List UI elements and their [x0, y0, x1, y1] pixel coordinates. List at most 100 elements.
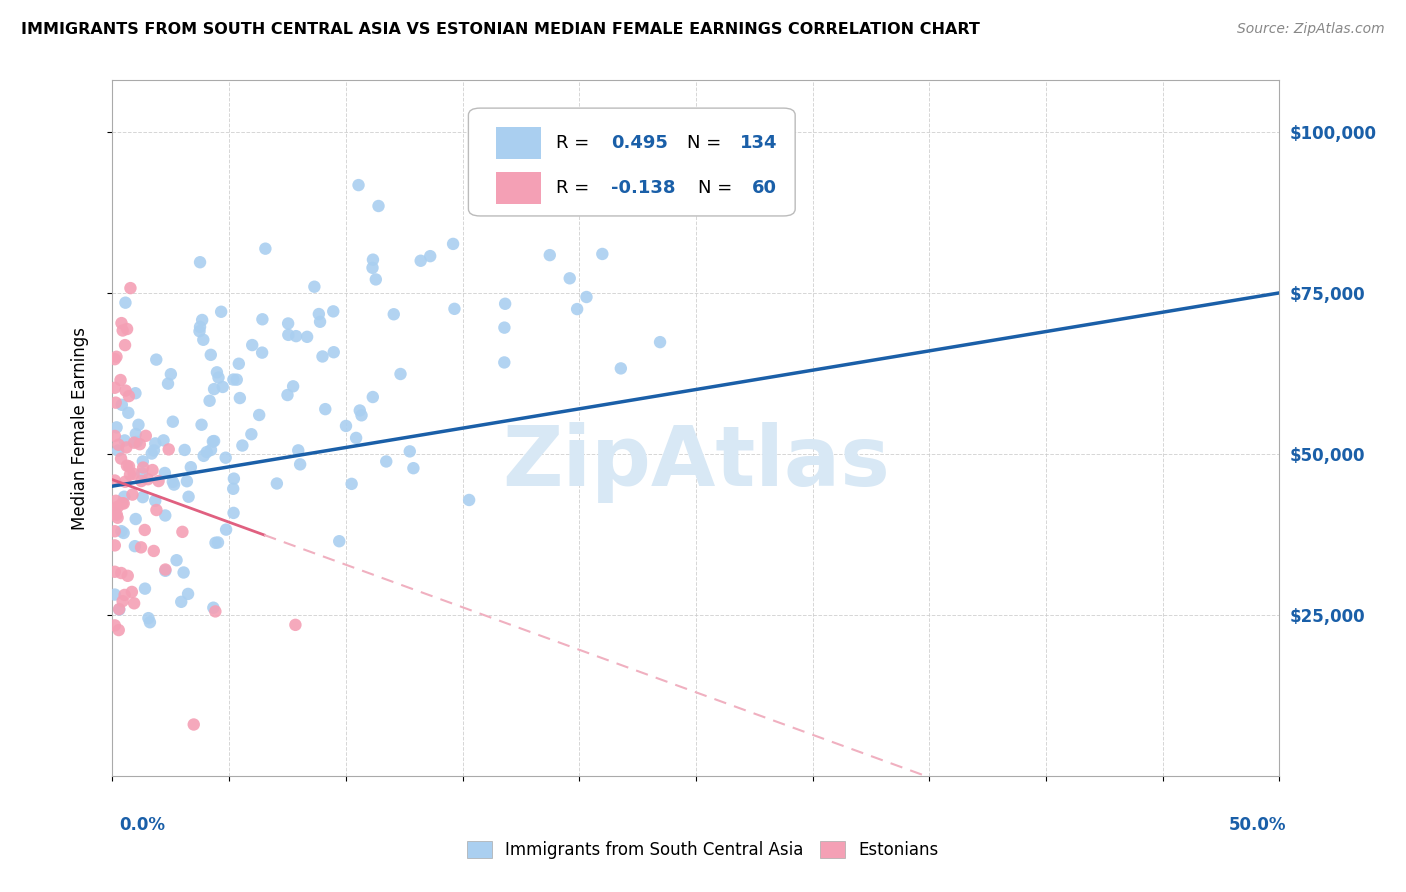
Point: [335, 419, 357, 434]
Point: [565, 302, 588, 317]
Point: [120, 281, 142, 295]
Point: [254, 242, 277, 256]
Point: [104, 524, 127, 539]
Point: [153, 466, 176, 480]
Point: [170, 595, 193, 609]
Point: [105, 420, 128, 434]
Point: [322, 345, 344, 359]
Point: [138, 611, 160, 625]
Point: [591, 247, 613, 261]
Point: [188, 319, 211, 334]
Point: [160, 367, 183, 381]
Point: [104, 474, 127, 488]
Point: [110, 566, 132, 580]
Point: [441, 236, 464, 251]
Point: [112, 496, 135, 510]
Point: [183, 717, 205, 731]
Point: [308, 307, 330, 321]
Point: [207, 370, 229, 384]
Point: [231, 438, 253, 452]
Point: [132, 490, 155, 504]
Point: [361, 252, 384, 267]
Point: [204, 604, 226, 618]
Point: [202, 600, 225, 615]
Point: [202, 434, 225, 448]
Point: [114, 475, 136, 489]
Point: [114, 338, 136, 352]
Point: [172, 524, 194, 539]
Point: [349, 403, 371, 417]
Point: [193, 333, 215, 347]
Point: [125, 512, 148, 526]
Point: [389, 367, 412, 381]
Point: [276, 388, 298, 402]
Text: R =: R =: [555, 134, 595, 152]
Point: [162, 415, 184, 429]
Text: ZipAtlas: ZipAtlas: [502, 423, 890, 503]
Point: [295, 330, 318, 344]
Point: [155, 564, 177, 578]
Point: [143, 436, 166, 450]
Point: [314, 402, 336, 417]
Point: [344, 431, 367, 445]
Point: [112, 525, 135, 540]
Point: [198, 393, 221, 408]
Point: [118, 459, 141, 474]
Point: [122, 596, 145, 610]
Point: [125, 434, 148, 449]
Point: [281, 379, 304, 393]
Point: [114, 434, 136, 448]
Point: [110, 316, 132, 330]
Point: [166, 553, 188, 567]
Point: [177, 490, 200, 504]
Point: [136, 472, 159, 486]
Point: [409, 253, 432, 268]
Point: [108, 602, 131, 616]
Point: [287, 443, 309, 458]
Point: [443, 301, 465, 316]
Point: [110, 524, 132, 539]
Point: [382, 307, 405, 321]
Point: [200, 442, 222, 457]
Point: [134, 582, 156, 596]
Point: [350, 409, 373, 423]
Point: [209, 305, 232, 319]
Point: [190, 417, 212, 432]
Point: [108, 602, 131, 616]
Point: [402, 461, 425, 475]
Point: [204, 535, 226, 549]
Point: [277, 327, 299, 342]
Point: [131, 474, 153, 488]
Point: [117, 406, 139, 420]
Point: [131, 467, 153, 481]
Point: [127, 417, 149, 432]
Point: [211, 380, 233, 394]
Text: 134: 134: [741, 134, 778, 152]
Point: [704, 128, 727, 142]
Point: [156, 376, 179, 391]
Point: [191, 313, 214, 327]
Point: [364, 272, 387, 286]
Point: [107, 623, 129, 637]
Point: [240, 338, 263, 352]
FancyBboxPatch shape: [496, 127, 541, 160]
Point: [322, 304, 344, 318]
Point: [375, 454, 398, 468]
Point: [252, 312, 274, 326]
Point: [575, 290, 598, 304]
Point: [104, 588, 127, 602]
Point: [105, 350, 128, 364]
Point: [152, 434, 174, 448]
Point: [124, 386, 146, 401]
Point: [114, 295, 136, 310]
Point: [104, 507, 127, 521]
Y-axis label: Median Female Earnings: Median Female Earnings: [70, 326, 89, 530]
Point: [347, 178, 370, 193]
Point: [163, 477, 186, 491]
Point: [107, 510, 129, 524]
Point: [111, 398, 134, 412]
Text: Source: ZipAtlas.com: Source: ZipAtlas.com: [1237, 22, 1385, 37]
Text: 60: 60: [752, 179, 778, 197]
Point: [188, 324, 211, 338]
Point: [155, 562, 177, 576]
